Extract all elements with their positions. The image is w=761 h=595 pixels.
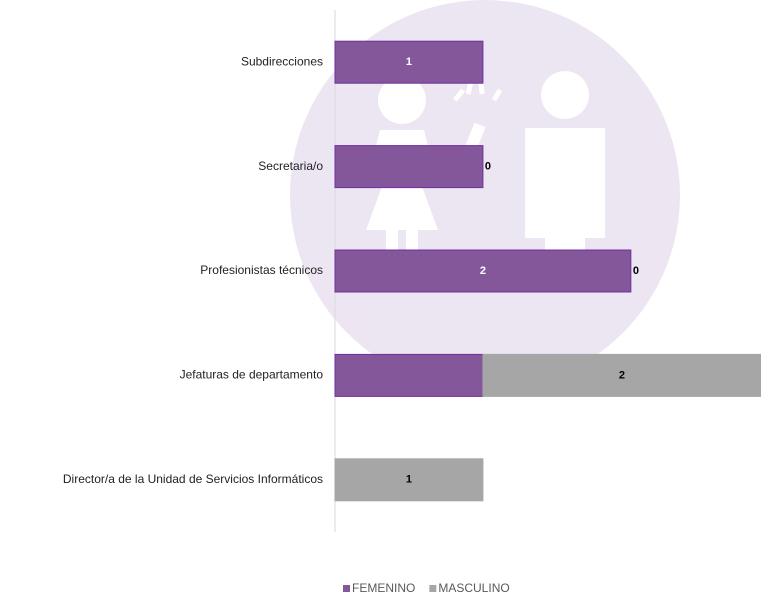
data-label: 2: [480, 265, 486, 277]
y-tick-label: Profesionistas técnicos: [200, 263, 323, 277]
y-tick-label: Subdirecciones: [241, 54, 323, 68]
data-label: 1: [406, 474, 412, 486]
legend-label: FEMENINO: [352, 581, 415, 595]
y-tick-label: Secretaria/o: [258, 159, 323, 173]
data-label: 2: [619, 369, 625, 381]
y-tick-label: Director/a de la Unidad de Servicios Inf…: [63, 472, 323, 486]
y-tick-label: Jefaturas de departamento: [180, 368, 324, 382]
legend-swatch: [343, 585, 350, 592]
bar: [334, 249, 632, 293]
legend-swatch: [429, 585, 437, 592]
legend-label: MASCULINO: [438, 581, 509, 595]
data-label: 0: [633, 265, 639, 277]
data-label: 1: [406, 56, 412, 68]
bar: [482, 353, 761, 397]
bar: [334, 353, 484, 397]
bar: [334, 458, 484, 502]
bar: [334, 145, 484, 189]
bar: [334, 40, 484, 84]
data-label: 0: [485, 161, 491, 173]
